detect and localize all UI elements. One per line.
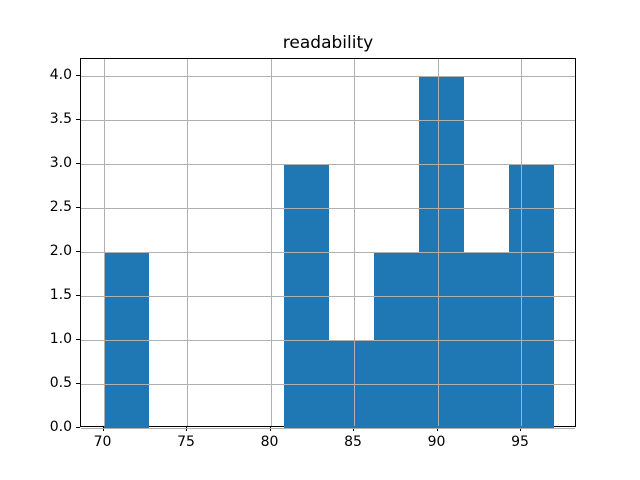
y-tick-label: 2.0 xyxy=(49,243,72,260)
x-tick-mark xyxy=(353,427,355,432)
x-tick-label: 85 xyxy=(344,434,362,451)
y-tick-mark xyxy=(76,295,80,297)
y-tick-mark xyxy=(76,251,80,253)
gridline-horizontal xyxy=(81,208,575,210)
gridline-horizontal xyxy=(81,384,575,386)
y-tick-mark xyxy=(76,207,80,209)
y-tick-mark xyxy=(76,75,80,77)
y-tick-mark xyxy=(76,119,80,121)
gridline-horizontal xyxy=(81,76,575,78)
y-tick-label: 1.5 xyxy=(49,287,72,304)
gridline-vertical xyxy=(187,58,189,427)
x-tick-label: 70 xyxy=(93,434,112,451)
gridline-vertical xyxy=(354,58,356,427)
x-tick-mark xyxy=(269,427,271,432)
y-tick-label: 0.0 xyxy=(49,419,72,436)
gridline-horizontal xyxy=(81,428,575,430)
x-tick-label: 95 xyxy=(511,434,529,451)
y-tick-label: 0.5 xyxy=(49,375,72,392)
gridline-vertical xyxy=(270,58,272,427)
y-tick-label: 3.5 xyxy=(49,111,72,128)
gridline-horizontal xyxy=(81,120,575,122)
x-tick-mark xyxy=(520,427,522,432)
x-tick-label: 90 xyxy=(427,434,446,451)
plot-area xyxy=(80,57,576,430)
y-tick-mark xyxy=(76,339,80,341)
gridline-horizontal xyxy=(81,164,575,166)
y-tick-label: 1.0 xyxy=(49,331,72,348)
x-tick-mark xyxy=(186,427,188,432)
gridline-vertical xyxy=(103,58,105,427)
y-tick-label: 2.5 xyxy=(49,199,72,216)
y-tick-label: 4.0 xyxy=(49,67,72,84)
y-tick-mark xyxy=(76,427,80,429)
gridline-vertical xyxy=(437,58,439,427)
y-tick-mark xyxy=(76,163,80,165)
x-tick-label: 80 xyxy=(260,434,279,451)
gridline-horizontal xyxy=(81,296,575,298)
gridline-vertical xyxy=(521,58,523,427)
y-tick-mark xyxy=(76,383,80,385)
x-tick-mark xyxy=(102,427,104,432)
chart-title: readability xyxy=(282,33,374,53)
x-tick-label: 75 xyxy=(177,434,195,451)
gridline-horizontal xyxy=(81,252,575,254)
y-tick-label: 3.0 xyxy=(49,155,72,172)
gridline-horizontal xyxy=(81,340,575,342)
x-tick-mark xyxy=(436,427,438,432)
